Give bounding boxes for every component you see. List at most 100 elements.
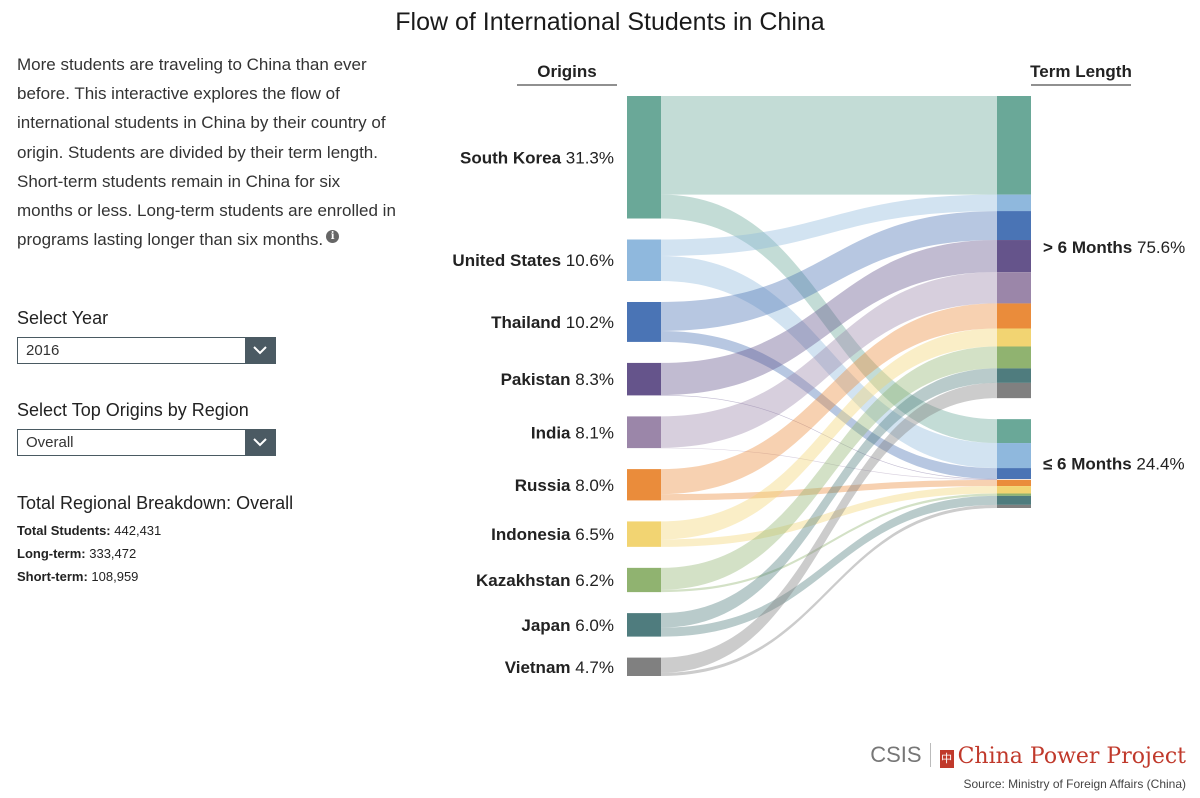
year-select[interactable]: 2016: [17, 337, 276, 364]
page-title: Flow of International Students in China: [395, 8, 825, 36]
link-south-korea-long[interactable]: [661, 96, 997, 195]
link-south-korea-short[interactable]: [661, 194, 997, 444]
target-segment-short-russia[interactable]: [997, 479, 1031, 487]
origin-pct: 6.5%: [571, 525, 614, 544]
stat-long-label: Long-term:: [17, 546, 86, 561]
origin-name: Kazakhstan: [476, 571, 570, 590]
link-russia-long[interactable]: [661, 303, 997, 495]
origin-pct: 8.0%: [571, 476, 614, 495]
year-select-value: 2016: [26, 342, 60, 359]
breakdown-title: Total Regional Breakdown: Overall: [17, 493, 294, 513]
target-segment-short-south-korea[interactable]: [997, 419, 1031, 444]
china-power-project-logo[interactable]: China Power Project: [957, 744, 1186, 769]
link-kazakhstan-short[interactable]: [661, 493, 997, 593]
link-pakistan-short[interactable]: [661, 395, 997, 480]
origin-pct: 10.6%: [561, 251, 614, 270]
targets-header: Term Length: [1030, 62, 1132, 81]
target-segment-short-indonesia[interactable]: [997, 486, 1031, 494]
left-panel: More students are traveling to China tha…: [17, 50, 397, 254]
target-segment-long-india[interactable]: [997, 272, 1031, 304]
target-segment-long-russia[interactable]: [997, 303, 1031, 329]
target-segment-short-vietnam[interactable]: [997, 504, 1031, 508]
origin-pct: 10.2%: [561, 313, 614, 332]
link-united-states-long[interactable]: [661, 194, 997, 256]
origin-node-united-states[interactable]: [627, 239, 661, 281]
target-segment-long-thailand[interactable]: [997, 211, 1031, 241]
target-label-short-term: ≤ 6 Months 24.4%: [1043, 455, 1185, 474]
origin-name: South Korea: [460, 148, 562, 167]
links-layer: [661, 96, 997, 676]
target-segment-long-south-korea[interactable]: [997, 96, 1031, 195]
link-united-states-short[interactable]: [661, 255, 997, 469]
link-japan-short[interactable]: [661, 495, 997, 637]
origin-pct: 8.3%: [571, 370, 614, 389]
origin-node-india[interactable]: [627, 416, 661, 449]
origin-node-vietnam[interactable]: [627, 657, 661, 676]
origin-node-japan[interactable]: [627, 613, 661, 637]
origin-name: United States: [452, 251, 561, 270]
target-segment-long-united-states[interactable]: [997, 194, 1031, 212]
link-indonesia-long[interactable]: [661, 328, 997, 540]
select-region-label: Select Top Origins by Region: [17, 400, 249, 420]
origin-name: Pakistan: [501, 370, 571, 389]
stat-total-value: 442,431: [114, 523, 162, 538]
info-icon[interactable]: i: [326, 230, 340, 244]
nodes-layer: [627, 96, 1031, 676]
link-vietnam-short[interactable]: [661, 504, 997, 676]
target-segment-short-united-states[interactable]: [997, 443, 1031, 469]
origin-pct: 6.0%: [571, 616, 614, 635]
target-segment-long-pakistan[interactable]: [997, 240, 1031, 273]
link-thailand-short[interactable]: [661, 330, 997, 480]
origin-label-united-states: United States 10.6%: [452, 251, 614, 270]
origin-label-russia: Russia 8.0%: [515, 476, 614, 495]
link-thailand-long[interactable]: [661, 211, 997, 331]
china-power-seal-icon: 中: [939, 750, 954, 768]
link-pakistan-long[interactable]: [661, 240, 997, 396]
origin-name: Japan: [521, 616, 570, 635]
stat-total: Total Students: 442,431: [17, 523, 161, 538]
origin-name: Thailand: [491, 313, 561, 332]
origin-pct: 8.1%: [571, 423, 614, 442]
origin-name: Vietnam: [505, 658, 571, 677]
target-segment-short-japan[interactable]: [997, 495, 1031, 505]
footer-logo[interactable]: CSIS 中 China Power Project: [870, 742, 1186, 770]
origin-node-south-korea[interactable]: [627, 96, 661, 219]
origin-name: Indonesia: [491, 525, 571, 544]
origin-label-vietnam: Vietnam 4.7%: [505, 658, 614, 677]
origin-label-south-korea: South Korea 31.3%: [460, 148, 614, 167]
link-indonesia-short[interactable]: [661, 486, 997, 547]
chevron-down-icon[interactable]: [245, 430, 275, 455]
select-year-label: Select Year: [17, 308, 109, 328]
target-segment-short-thailand[interactable]: [997, 468, 1031, 480]
region-select[interactable]: Overall: [17, 429, 276, 456]
origin-node-kazakhstan[interactable]: [627, 567, 661, 593]
link-japan-long[interactable]: [661, 368, 997, 628]
intro-text: More students are traveling to China tha…: [17, 50, 397, 254]
link-kazakhstan-long[interactable]: [661, 346, 997, 590]
origin-node-thailand[interactable]: [627, 301, 661, 342]
target-segment-long-vietnam[interactable]: [997, 382, 1031, 399]
origin-label-thailand: Thailand 10.2%: [491, 313, 614, 332]
target-segment-long-indonesia[interactable]: [997, 328, 1031, 347]
stat-short-label: Short-term:: [17, 569, 88, 584]
target-segment-short-kazakhstan[interactable]: [997, 493, 1031, 496]
link-india-short[interactable]: [661, 447, 997, 481]
origin-node-pakistan[interactable]: [627, 362, 661, 396]
labels-layer: South Korea 31.3% United States 10.6% Thai…: [452, 148, 1185, 677]
target-segment-long-japan[interactable]: [997, 368, 1031, 383]
chevron-down-icon[interactable]: [245, 338, 275, 363]
origin-label-japan: Japan 6.0%: [521, 616, 614, 635]
origin-node-russia[interactable]: [627, 469, 661, 501]
target-name: ≤ 6 Months: [1043, 455, 1132, 474]
target-name: > 6 Months: [1043, 238, 1132, 257]
link-russia-short[interactable]: [661, 479, 997, 501]
csis-logo[interactable]: CSIS: [870, 742, 922, 767]
link-india-long[interactable]: [661, 272, 997, 448]
link-vietnam-long[interactable]: [661, 382, 997, 673]
origin-pct: 6.2%: [571, 571, 614, 590]
origin-node-indonesia[interactable]: [627, 521, 661, 547]
target-segment-long-kazakhstan[interactable]: [997, 346, 1031, 369]
source-note: Source: Ministry of Foreign Affairs (Chi…: [963, 777, 1186, 791]
stat-long-value: 333,472: [89, 546, 137, 561]
region-select-value: Overall: [26, 434, 74, 451]
